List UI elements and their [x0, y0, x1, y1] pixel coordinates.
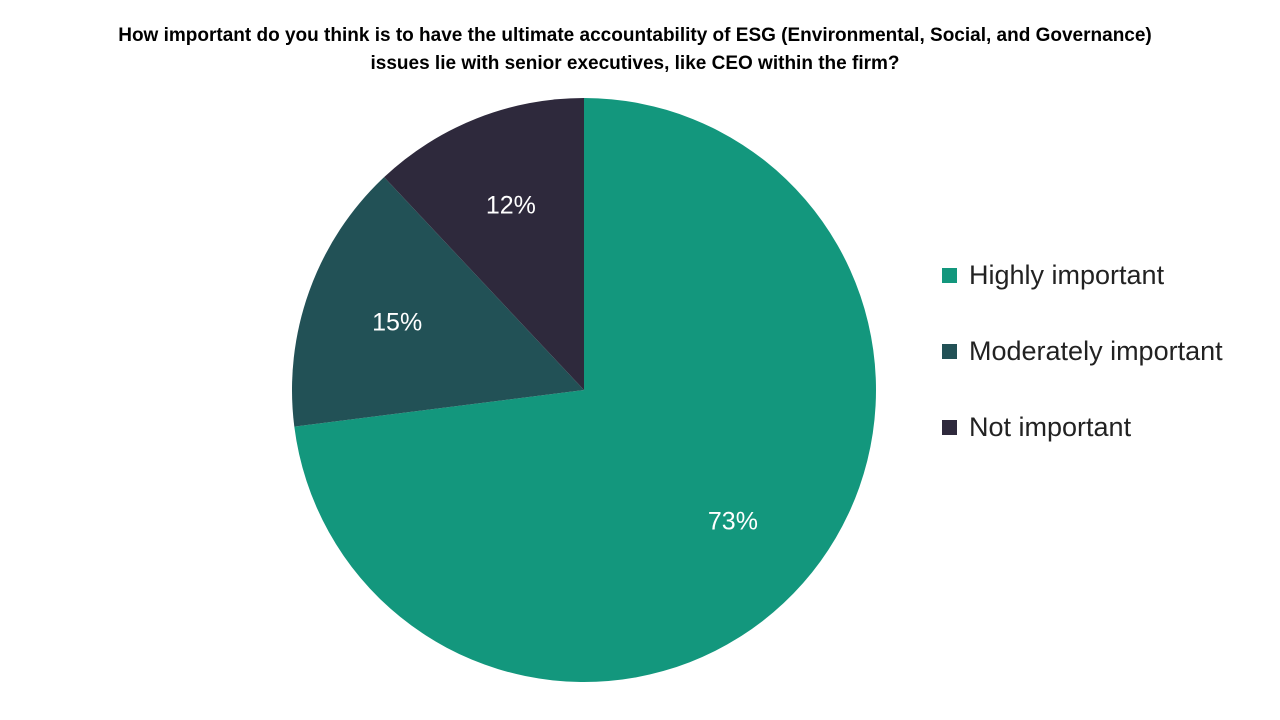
legend-item-highly-important: Highly important	[942, 256, 1223, 294]
pie-slice-not-important	[384, 98, 584, 390]
data-label-highly-important: 73%	[708, 507, 758, 535]
legend-label: Moderately important	[969, 335, 1223, 366]
legend: Highly important Moderately important No…	[942, 256, 1223, 484]
data-label-not-important: 12%	[486, 191, 536, 219]
legend-swatch	[942, 419, 957, 435]
legend-swatch	[942, 343, 957, 359]
pie-slices	[292, 98, 877, 683]
legend-label: Not important	[969, 411, 1132, 442]
legend-label: Highly important	[969, 259, 1165, 290]
pie-data-labels: 73% 15% 12%	[372, 191, 758, 535]
data-label-moderately-important: 15%	[372, 309, 422, 337]
pie-slice-highly-important	[294, 98, 877, 683]
legend-swatch	[942, 267, 957, 283]
legend-item-not-important: Not important	[942, 408, 1223, 446]
legend-item-moderately-important: Moderately important	[942, 332, 1223, 370]
pie-slice-moderately-important	[292, 177, 584, 427]
chart-title: How important do you think is to have th…	[118, 25, 1152, 74]
